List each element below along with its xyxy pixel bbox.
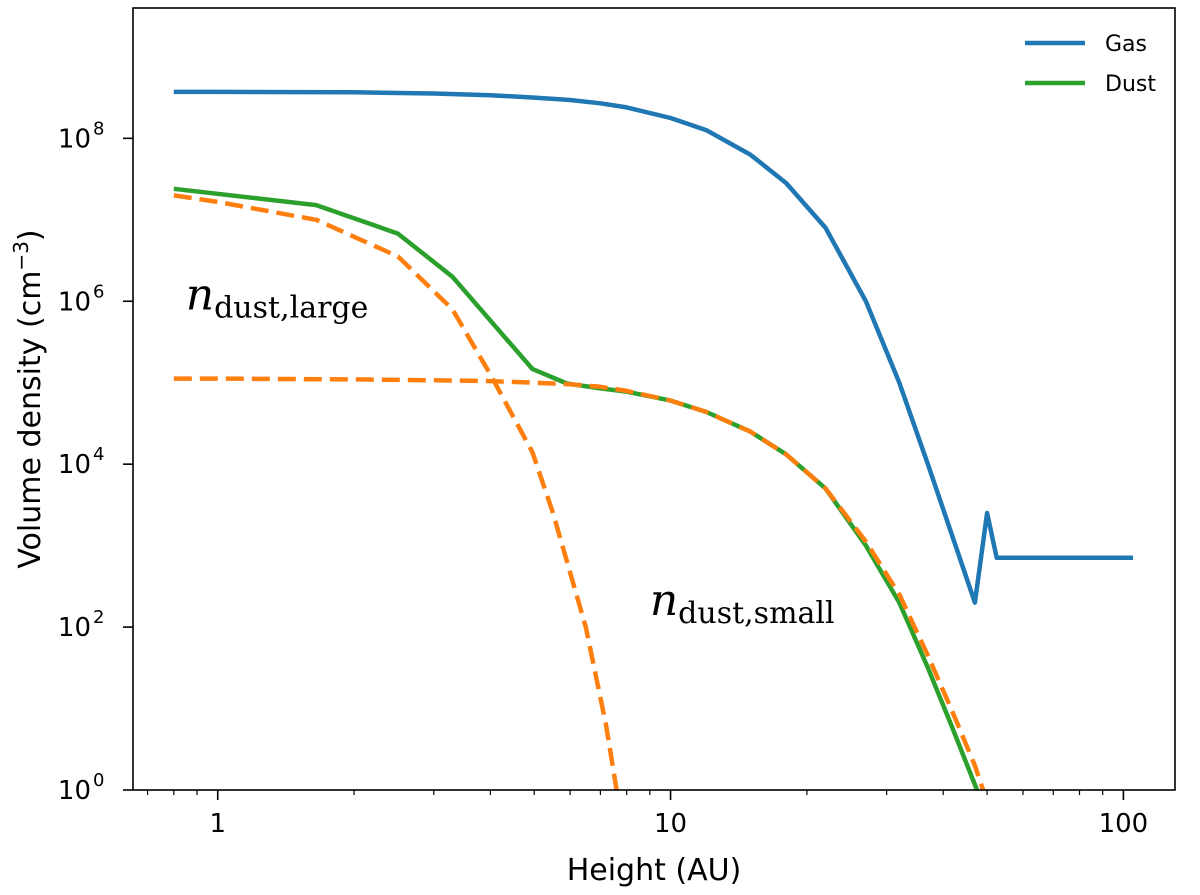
y-tick-label: 10 bbox=[58, 124, 91, 154]
y-axis-label-main: Volume density (cm bbox=[13, 271, 48, 569]
annotation-n-dust-large: ndust,large bbox=[186, 269, 369, 325]
y-tick-label: 10 bbox=[58, 613, 91, 643]
y-tick-label-exponent: 8 bbox=[93, 118, 104, 139]
gas-series-line bbox=[173, 89, 1133, 605]
component-series-line-2 bbox=[173, 193, 619, 790]
legend-label-dust: Dust bbox=[1105, 72, 1156, 97]
legend: Gas Dust bbox=[1025, 32, 1156, 97]
y-tick-label-exponent: 6 bbox=[93, 281, 104, 302]
x-axis-label: Height (AU) bbox=[567, 853, 742, 888]
y-tick-label: 10 bbox=[58, 287, 91, 317]
x-tick-label: 100 bbox=[1099, 809, 1149, 839]
annotation-symbol: n bbox=[650, 575, 678, 626]
plot-frame bbox=[132, 7, 1176, 791]
x-tick-label: 10 bbox=[654, 809, 687, 839]
y-axis-label: Volume density (cm−3) bbox=[9, 229, 48, 568]
component-series-line-3 bbox=[173, 376, 986, 790]
plot-area bbox=[173, 89, 1133, 790]
legend-label-gas: Gas bbox=[1105, 32, 1147, 57]
annotation-symbol: n bbox=[186, 269, 214, 320]
y-tick-label: 10 bbox=[58, 450, 91, 480]
dust-series-line bbox=[173, 186, 980, 790]
y-tick-label-exponent: 0 bbox=[93, 770, 104, 791]
y-tick-label: 10 bbox=[58, 776, 91, 806]
x-tick-label: 1 bbox=[209, 809, 226, 839]
annotation-n-dust-small: ndust,small bbox=[650, 575, 835, 631]
y-tick-label-exponent: 4 bbox=[93, 444, 104, 465]
y-tick-label-exponent: 2 bbox=[93, 607, 104, 628]
y-axis-label-close: ) bbox=[13, 229, 48, 241]
annotation-subscript: dust,small bbox=[678, 596, 834, 631]
annotation-subscript: dust,large bbox=[214, 290, 368, 325]
y-axis-label-superscript: −3 bbox=[9, 241, 33, 270]
